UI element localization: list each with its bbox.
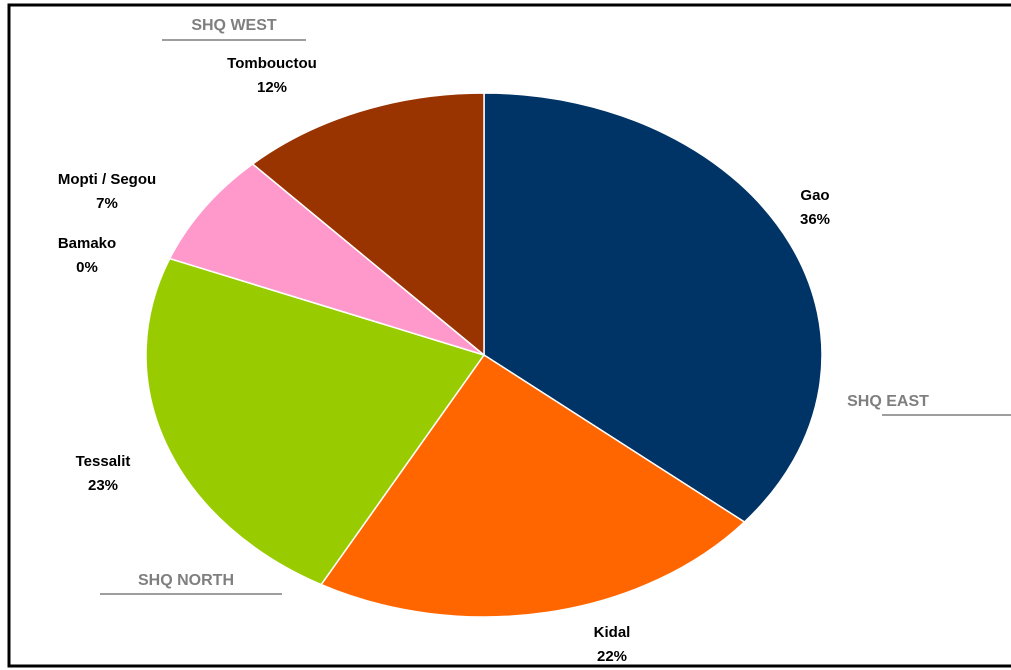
slice-label: Mopti / Segou [58,171,156,188]
slice-value-label: 0% [76,259,98,276]
slice-value-label: 7% [96,195,118,212]
slice-label: Gao [800,187,829,204]
slice-value-label: 12% [257,79,287,96]
slice-value-label: 36% [800,211,830,228]
slice-value-label: 23% [88,477,118,494]
pie-slice [483,92,823,523]
pie-slice [168,163,485,356]
region-label: SHQ WEST [191,17,277,34]
pie-slice [251,92,485,357]
region-label: SHQ NORTH [138,572,234,589]
region-label: SHQ EAST [847,393,929,410]
slice-value-label: 22% [597,648,627,665]
pie-slice [320,353,746,618]
slice-label: Kidal [594,624,631,641]
slice-label: Bamako [58,235,116,252]
slice-label: Tombouctou [227,55,317,72]
slice-label: Tessalit [76,453,131,470]
pie-slice [145,257,486,586]
